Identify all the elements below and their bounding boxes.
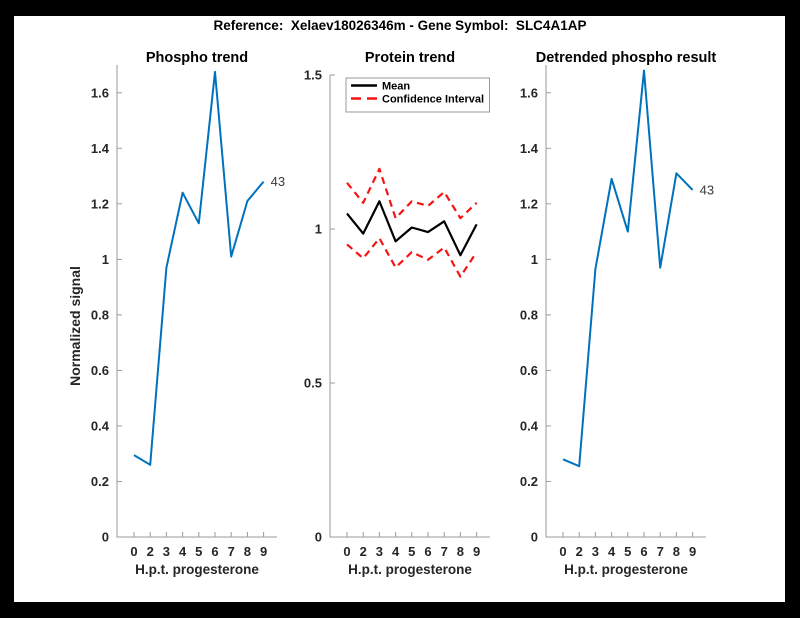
y-tick-label: 1.4 xyxy=(520,141,539,156)
series-confidence-lower xyxy=(346,237,478,278)
chart-3 xyxy=(545,65,706,538)
x-tick-label: 0 xyxy=(559,544,566,559)
x-tick-label: 5 xyxy=(408,544,415,559)
y-tick-label: 1.5 xyxy=(304,68,322,83)
x-axis-label: H.p.t. progesterone xyxy=(348,562,472,577)
axes xyxy=(329,75,490,538)
y-tick-label: 0.2 xyxy=(91,474,109,489)
legend-label: Confidence Interval xyxy=(382,94,484,106)
x-tick-label: 8 xyxy=(244,544,251,559)
x-tick-label: 4 xyxy=(608,544,616,559)
y-tick-label: 1.2 xyxy=(520,196,538,211)
chart-title: Detrended phospho result xyxy=(536,50,717,66)
y-tick-label: 0.5 xyxy=(304,376,322,391)
y-tick-label: 0.4 xyxy=(520,418,539,433)
x-tick-label: 6 xyxy=(424,544,431,559)
chart-title: Protein trend xyxy=(365,50,455,66)
x-tick-label: 6 xyxy=(211,544,218,559)
y-tick-label: 1.6 xyxy=(520,85,538,100)
figure-title: Reference: Xelaev18026346m - Gene Symbol… xyxy=(213,18,587,33)
series-mean xyxy=(346,200,478,257)
x-axis-label: H.p.t. progesterone xyxy=(135,562,259,577)
y-tick-label: 1.2 xyxy=(91,196,109,211)
x-tick-label: 9 xyxy=(260,544,267,559)
y-tick-label: 0.4 xyxy=(91,418,110,433)
legend-label: Mean xyxy=(382,81,410,93)
x-tick-label: 7 xyxy=(441,544,448,559)
line-end-label: 43 xyxy=(271,174,285,189)
y-tick-label: 1 xyxy=(102,252,109,267)
x-tick-label: 4 xyxy=(392,544,400,559)
chart-2 xyxy=(329,74,490,538)
y-tick-label: 0.8 xyxy=(520,307,538,322)
x-tick-label: 0 xyxy=(130,544,137,559)
x-tick-label: 3 xyxy=(592,544,599,559)
y-tick-label: 0.6 xyxy=(91,363,109,378)
axes xyxy=(545,65,706,538)
x-tick-label: 4 xyxy=(179,544,187,559)
x-tick-label: 5 xyxy=(624,544,631,559)
series-confidence-upper xyxy=(346,167,478,220)
x-tick-label: 7 xyxy=(657,544,664,559)
x-tick-label: 9 xyxy=(473,544,480,559)
y-tick-label: 1 xyxy=(531,252,538,267)
x-tick-label: 2 xyxy=(576,544,583,559)
x-tick-label: 7 xyxy=(228,544,235,559)
x-tick-label: 3 xyxy=(163,544,170,559)
x-tick-label: 8 xyxy=(457,544,464,559)
x-tick-label: 5 xyxy=(195,544,202,559)
y-tick-label: 0 xyxy=(102,530,109,545)
y-tick-label: 0 xyxy=(531,530,538,545)
y-tick-label: 0.2 xyxy=(520,474,538,489)
axes xyxy=(116,65,277,538)
line-end-label: 43 xyxy=(700,182,714,197)
x-axis-label: H.p.t. progesterone xyxy=(564,562,688,577)
figure-background xyxy=(14,16,785,602)
x-tick-label: 0 xyxy=(343,544,350,559)
chart-title: Phospho trend xyxy=(146,50,248,66)
series-phospho-signal xyxy=(133,70,265,466)
x-tick-label: 2 xyxy=(147,544,154,559)
x-tick-label: 2 xyxy=(360,544,367,559)
y-tick-label: 0.6 xyxy=(520,363,538,378)
y-axis-label: Normalized signal xyxy=(67,266,83,386)
y-tick-label: 1.4 xyxy=(91,141,110,156)
x-tick-label: 6 xyxy=(640,544,647,559)
y-tick-label: 1 xyxy=(315,222,322,237)
legend-box xyxy=(345,77,490,113)
x-tick-label: 9 xyxy=(689,544,696,559)
y-tick-label: 0.8 xyxy=(91,307,109,322)
y-tick-label: 1.6 xyxy=(91,85,109,100)
x-tick-label: 3 xyxy=(376,544,383,559)
x-tick-label: 8 xyxy=(673,544,680,559)
chart-1 xyxy=(116,65,277,538)
series-detrended-phospho-signal xyxy=(562,69,694,468)
y-tick-label: 0 xyxy=(315,530,322,545)
